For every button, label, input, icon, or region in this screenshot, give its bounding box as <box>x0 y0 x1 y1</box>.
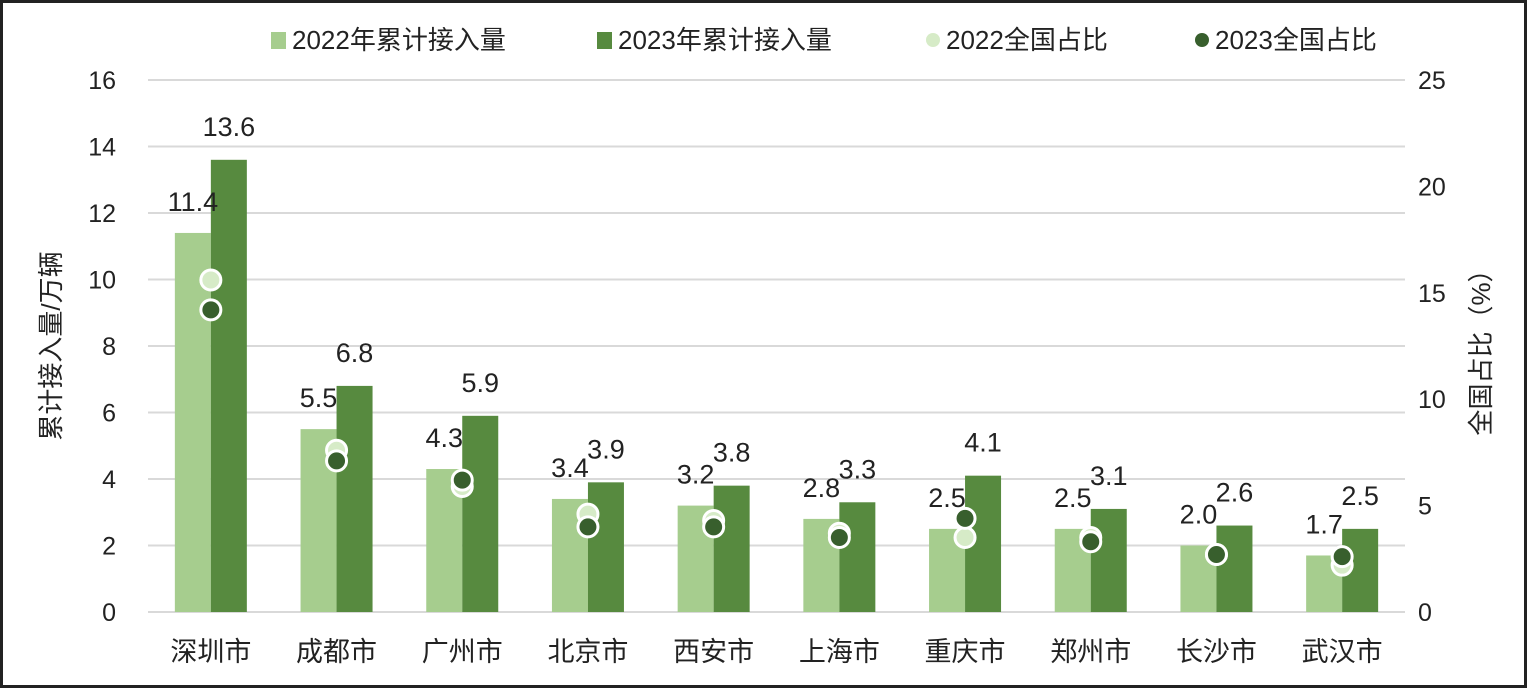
category-label: 上海市 <box>799 637 880 667</box>
left-axis-ticks: 0 2 4 6 8 10 12 14 16 <box>88 67 116 627</box>
category-label: 深圳市 <box>170 637 251 667</box>
legend-swatch-2022-bar <box>271 32 286 49</box>
left-tick-label: 16 <box>88 67 116 95</box>
bar-2023 <box>1090 508 1127 612</box>
data-label-2023: 5.9 <box>461 368 499 398</box>
bar-2023 <box>1216 525 1253 612</box>
data-label-2022: 2.5 <box>928 483 966 513</box>
right-axis-title: 全国占比（%） <box>1466 256 1496 435</box>
dot-2023 <box>325 449 349 473</box>
ratio-dots <box>199 268 1354 577</box>
data-labels: 11.4 13.6 5.5 6.8 4.3 5.9 3.43.9 3.23.8 2.83.3 2.… <box>168 112 1379 540</box>
data-label-2022: 4.3 <box>425 423 463 453</box>
legend-label-2023-dot: 2023全国占比 <box>1215 25 1377 55</box>
left-tick-label: 4 <box>102 466 116 494</box>
data-label-2023: 3.3 <box>839 454 877 484</box>
data-label-2022: 1.7 <box>1305 509 1343 539</box>
right-tick-label: 25 <box>1418 67 1446 95</box>
bars <box>174 159 1379 613</box>
category-label: 西安市 <box>673 637 754 667</box>
bar-2023 <box>336 385 373 612</box>
data-label-2022: 2.8 <box>803 473 841 503</box>
data-label-2023: 3.9 <box>587 434 625 464</box>
dot-2023 <box>199 298 223 322</box>
legend-swatch-2022-dot <box>926 33 940 47</box>
category-label: 长沙市 <box>1176 637 1257 667</box>
data-label-2022: 5.5 <box>300 383 338 413</box>
data-label-2022: 11.4 <box>168 187 219 217</box>
bar-2023 <box>210 159 247 613</box>
data-label-2023: 3.1 <box>1090 461 1128 491</box>
bar-2023 <box>462 415 499 612</box>
legend-swatch-2023-dot <box>1195 33 1209 47</box>
data-label-2023: 3.8 <box>713 438 751 468</box>
bar-2023 <box>713 485 750 612</box>
data-label-2023: 2.5 <box>1341 481 1379 511</box>
dot-2023 <box>1330 545 1354 569</box>
legend-swatch-2023-bar <box>597 32 612 49</box>
legend-label-2022-bar: 2022年累计接入量 <box>292 25 506 55</box>
category-labels: 深圳市 成都市 广州市 北京市 西安市 上海市 重庆市 郑州市 长沙市 武汉市 <box>170 637 1382 667</box>
left-axis-title: 累计接入量/万辆 <box>36 251 66 440</box>
dot-2023 <box>953 506 977 530</box>
left-tick-label: 0 <box>102 599 116 627</box>
bar-2023 <box>587 482 624 612</box>
category-label: 重庆市 <box>925 637 1006 667</box>
dot-2023 <box>450 468 474 492</box>
left-tick-label: 12 <box>88 200 116 228</box>
data-label-2022: 3.4 <box>551 453 589 483</box>
bar-2023 <box>839 502 876 612</box>
dot-2023 <box>576 515 600 539</box>
left-tick-label: 8 <box>102 333 116 361</box>
legend-label-2022-dot: 2022全国占比 <box>946 25 1108 55</box>
legend-label-2023-bar: 2023年累计接入量 <box>618 25 832 55</box>
left-tick-label: 2 <box>102 533 116 561</box>
dot-2023 <box>827 526 851 550</box>
right-tick-label: 15 <box>1418 280 1446 308</box>
dot-2022 <box>199 268 223 292</box>
dot-2023 <box>1204 543 1228 567</box>
data-label-2023: 2.6 <box>1216 478 1254 508</box>
category-label: 郑州市 <box>1050 637 1131 667</box>
dot-2023 <box>1079 530 1103 554</box>
bar-2022 <box>174 232 211 612</box>
dot-2022 <box>953 526 977 550</box>
category-label: 广州市 <box>422 637 503 667</box>
dot-2023 <box>702 515 726 539</box>
data-label-2023: 4.1 <box>964 428 1002 458</box>
right-tick-label: 5 <box>1418 493 1432 521</box>
right-tick-label: 10 <box>1418 386 1446 414</box>
left-tick-label: 6 <box>102 400 116 428</box>
left-tick-label: 10 <box>88 267 116 295</box>
data-label-2023: 6.8 <box>336 338 374 368</box>
category-label: 成都市 <box>296 637 377 667</box>
legend: 2022年累计接入量 2023年累计接入量 2022全国占比 2023全国占比 <box>271 25 1377 55</box>
left-tick-label: 14 <box>88 134 116 162</box>
right-tick-label: 0 <box>1418 599 1432 627</box>
data-label-2022: 2.0 <box>1180 500 1218 530</box>
category-label: 北京市 <box>547 637 628 667</box>
data-label-2022: 3.2 <box>677 460 715 490</box>
right-axis-ticks: 0 5 10 15 20 25 <box>1418 67 1446 627</box>
right-tick-label: 20 <box>1418 173 1446 201</box>
category-label: 武汉市 <box>1302 637 1383 667</box>
data-label-2023: 13.6 <box>203 112 256 142</box>
data-label-2022: 2.5 <box>1054 483 1092 513</box>
